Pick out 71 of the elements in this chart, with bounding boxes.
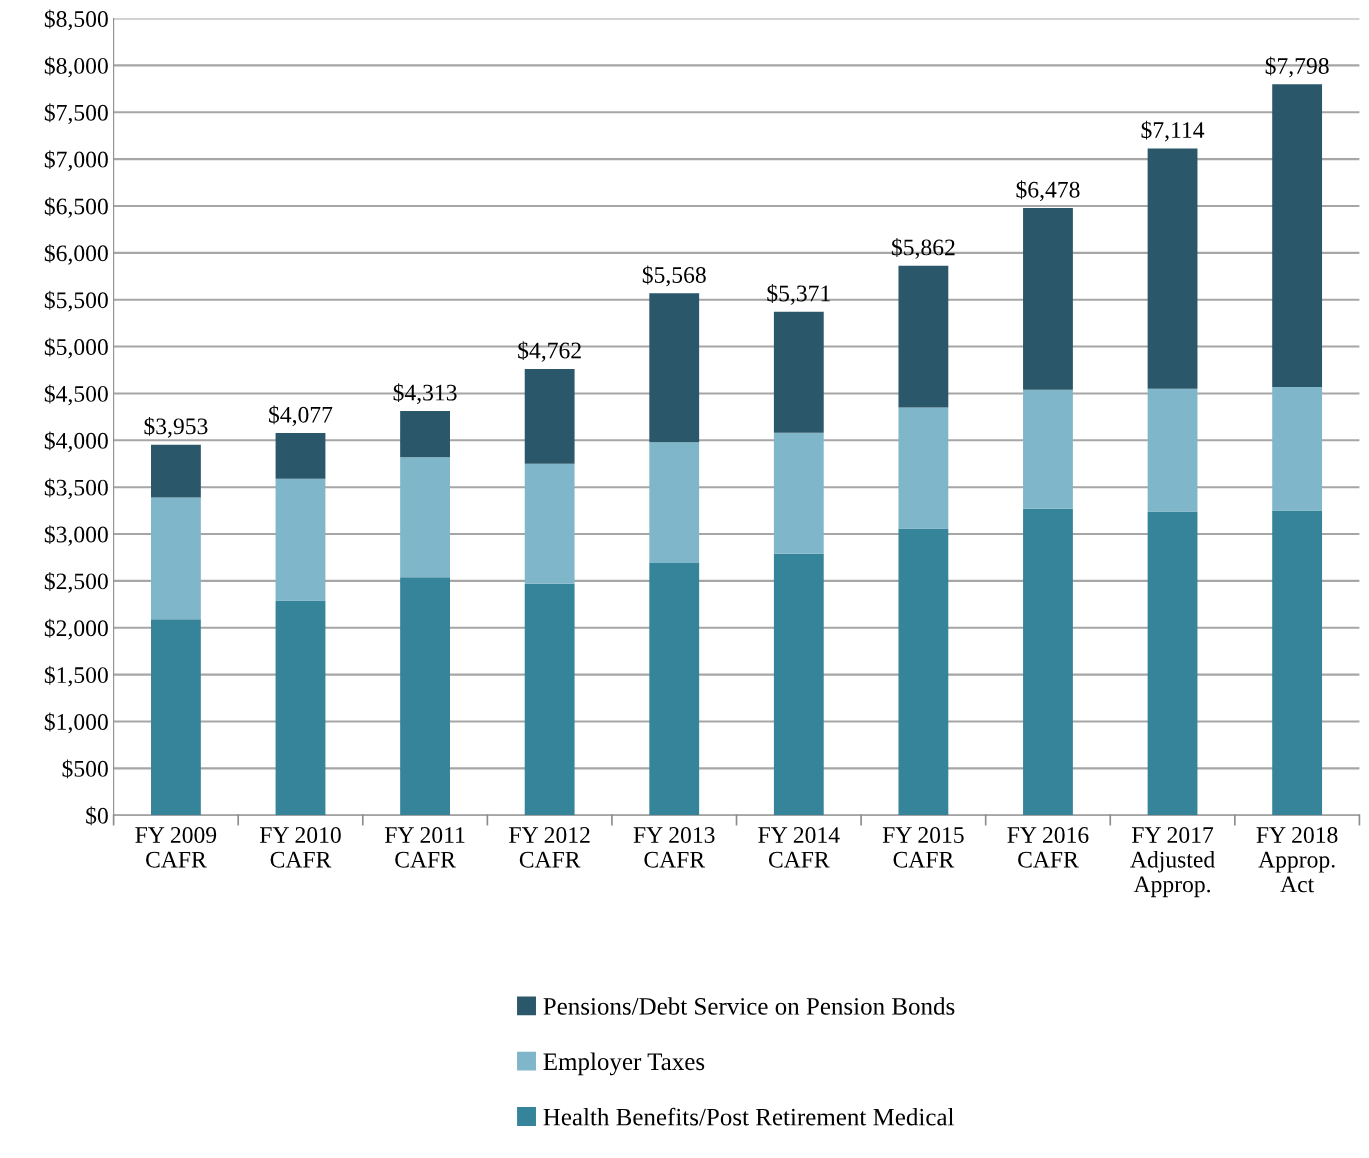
bar <box>898 265 949 408</box>
bar <box>151 444 201 498</box>
y-tick-label: $5,500 <box>44 290 108 312</box>
bar <box>898 407 949 529</box>
bar <box>275 433 326 479</box>
y-tick-label: $500 <box>62 759 108 779</box>
bar <box>275 600 326 816</box>
total-label: $6,478 <box>1016 180 1080 202</box>
bar <box>400 410 450 458</box>
bar <box>649 293 700 443</box>
x-tick-label: FY 2015 CAFR <box>882 827 964 868</box>
y-tick-label: $2,000 <box>44 618 108 640</box>
bar <box>1272 510 1323 816</box>
x-tick-label: FY 2010 CAFR <box>259 827 341 868</box>
bar <box>773 553 824 816</box>
y-tick-label: $1,000 <box>44 712 108 734</box>
y-tick-label: $7,000 <box>44 150 108 171</box>
y-tick-label: $5,000 <box>44 337 108 359</box>
y-tick-label: $4,000 <box>44 431 108 453</box>
y-tick-label: $3,000 <box>44 525 108 546</box>
bar <box>1023 389 1073 509</box>
y-tick-label: $6,000 <box>44 243 108 265</box>
x-tick-label: FY 2018 Approp. Act <box>1256 827 1338 893</box>
bar <box>1023 508 1073 816</box>
total-label: $3,953 <box>144 416 208 438</box>
y-tick-label: $3,500 <box>44 478 108 499</box>
total-label: $4,077 <box>269 405 333 427</box>
x-tick-label: FY 2014 CAFR <box>758 827 840 868</box>
x-tick-label: FY 2016 CAFR <box>1007 827 1089 868</box>
y-tick-label: $8,500 <box>44 9 108 31</box>
bar <box>1272 386 1323 511</box>
total-label: $4,313 <box>393 383 457 404</box>
bar <box>524 368 575 464</box>
bar <box>400 457 450 578</box>
bar <box>773 432 824 554</box>
x-tick-label: FY 2017 Adjusted Approp. <box>1130 827 1215 898</box>
bar <box>524 583 575 816</box>
x-tick-label: FY 2012 CAFR <box>509 827 590 868</box>
bar <box>400 577 450 816</box>
bar <box>1147 511 1198 816</box>
bar <box>1147 388 1198 512</box>
y-tick-label: $1,500 <box>44 665 108 687</box>
total-label: $5,371 <box>767 284 830 305</box>
y-tick-label: $6,500 <box>44 197 108 218</box>
legend-label: Health Benefits/Post Retirement Medical <box>543 1107 954 1126</box>
total-label: $7,798 <box>1265 56 1329 78</box>
bar <box>1023 208 1073 390</box>
bar <box>649 442 700 564</box>
y-tick-label: $0 <box>86 806 108 826</box>
y-tick-label: $7,500 <box>44 103 108 125</box>
bar <box>1272 84 1323 387</box>
bar <box>898 528 949 816</box>
bar <box>1147 148 1198 389</box>
total-label: $5,862 <box>891 238 955 259</box>
total-label: $4,762 <box>518 341 581 362</box>
legend-label: Employer Taxes <box>543 1052 705 1076</box>
total-label: $7,114 <box>1141 120 1205 142</box>
bar <box>151 497 201 620</box>
bar <box>524 463 575 584</box>
bar <box>275 478 326 601</box>
y-tick-label: $4,500 <box>44 384 108 406</box>
bar <box>151 619 201 816</box>
bar <box>649 563 700 816</box>
legend-label: Pensions/Debt Service on Pension Bonds <box>543 997 955 1015</box>
total-label: $5,568 <box>642 265 706 287</box>
bar <box>773 311 824 433</box>
x-tick-label: FY 2013 CAFR <box>633 827 715 868</box>
x-tick-label: FY 2009 CAFR <box>135 827 217 868</box>
y-tick-label: $8,000 <box>44 56 108 78</box>
x-tick-label: FY 2011 CAFR <box>384 827 465 868</box>
y-tick-label: $2,500 <box>44 572 108 593</box>
